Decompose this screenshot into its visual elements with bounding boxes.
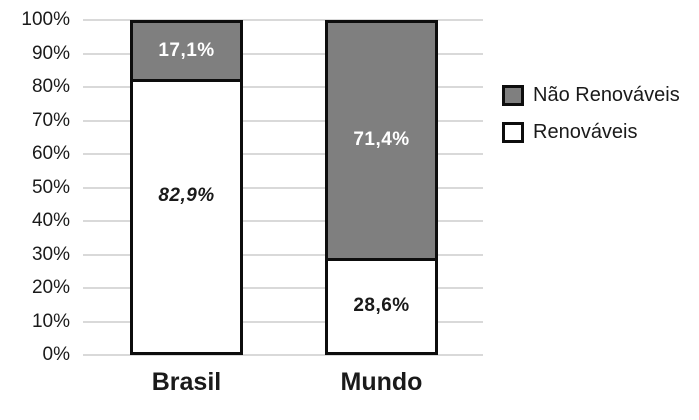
gridline <box>83 19 483 21</box>
y-axis-tick-label: 0% <box>42 344 70 365</box>
gridline <box>83 354 483 356</box>
y-axis-tick-label: 70% <box>31 109 70 131</box>
legend-label: Não Renováveis <box>533 84 680 106</box>
y-axis-tick-label: 90% <box>31 42 70 64</box>
gridline <box>83 119 483 122</box>
y-axis-tick-label: 100% <box>21 9 70 30</box>
gridline <box>83 220 483 222</box>
segment-renovaveis: 28,6% <box>328 260 435 352</box>
gridline <box>83 287 483 289</box>
segment-divider <box>328 257 435 261</box>
legend-label: Renováveis <box>533 121 638 143</box>
x-axis-category-label: Brasil <box>151 368 222 396</box>
data-label: 28,6% <box>353 295 410 317</box>
y-axis-tick-label: 50% <box>31 176 70 198</box>
data-label: 17,1% <box>158 40 215 62</box>
legend-entry: Não Renováveis <box>502 84 680 107</box>
segment-renovaveis: 82,9% <box>133 82 240 352</box>
y-axis-tick-label: 20% <box>31 277 70 298</box>
data-label: 82,9% <box>158 184 215 206</box>
legend-entry: Renováveis <box>502 121 638 144</box>
y-axis-tick-label: 80% <box>31 76 70 97</box>
y-axis-tick-label: 10% <box>31 310 70 332</box>
y-axis-tick-label: 40% <box>31 210 70 231</box>
y-axis-tick-label: 30% <box>31 243 70 265</box>
segment-nao-renovaveis: 17,1% <box>133 23 240 80</box>
x-axis-category-label: Mundo <box>340 368 423 396</box>
segment-nao-renovaveis: 71,4% <box>328 23 435 258</box>
bar-mundo: 71,4% 28,6% <box>325 20 438 355</box>
legend-swatch-icon <box>502 85 524 106</box>
gridline <box>83 52 483 55</box>
legend-swatch-icon <box>502 122 524 143</box>
y-axis-tick-label: 60% <box>31 143 70 164</box>
gridline <box>83 253 483 256</box>
bar-brasil: 17,1% 82,9% <box>130 20 243 355</box>
data-label: 71,4% <box>353 129 410 151</box>
gridline <box>83 153 483 155</box>
segment-divider <box>133 79 240 83</box>
gridline <box>83 320 483 323</box>
gridline <box>83 186 483 189</box>
gridline <box>83 86 483 88</box>
